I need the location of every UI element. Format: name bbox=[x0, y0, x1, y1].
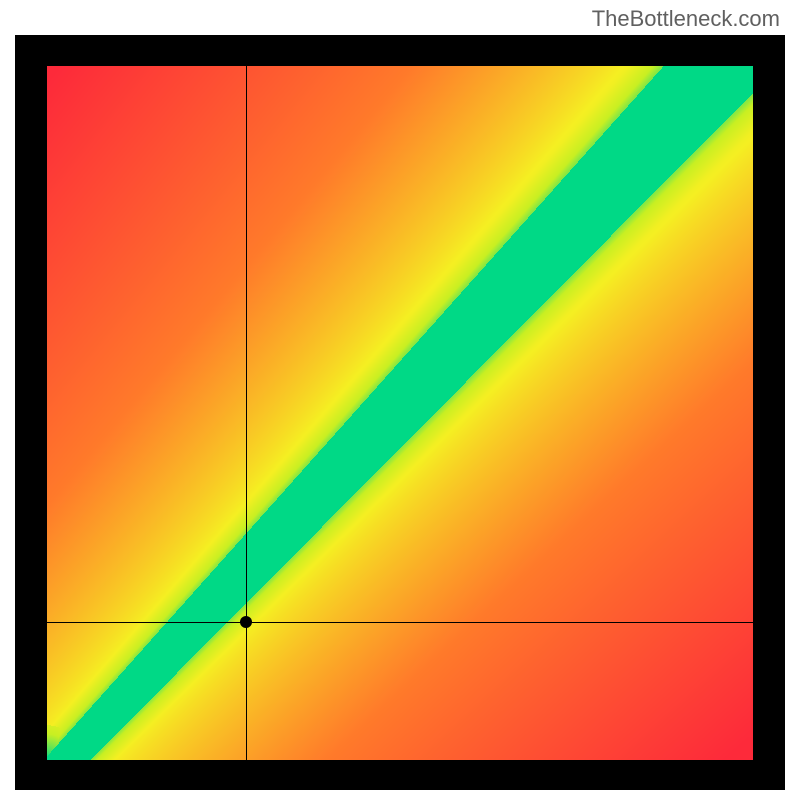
crosshair-vertical bbox=[246, 66, 247, 760]
crosshair-horizontal bbox=[47, 622, 753, 623]
plot-area bbox=[47, 66, 753, 760]
marker-dot bbox=[240, 616, 252, 628]
heatmap-canvas bbox=[47, 66, 753, 760]
chart-container: TheBottleneck.com bbox=[0, 0, 800, 800]
watermark: TheBottleneck.com bbox=[592, 6, 780, 32]
